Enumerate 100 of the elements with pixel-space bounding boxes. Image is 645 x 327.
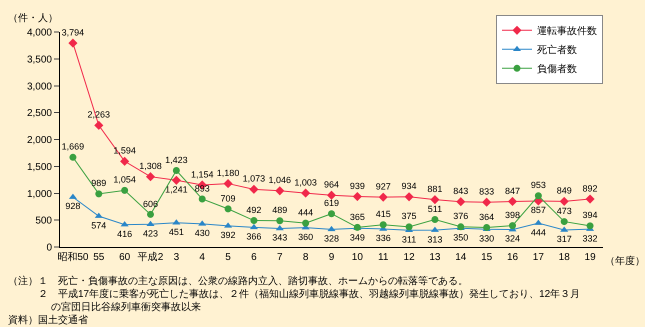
data-label: 847 (504, 186, 520, 196)
point (147, 210, 154, 218)
x-tick-label: 8 (302, 252, 309, 263)
y-axis-title: （件・人） (8, 13, 58, 24)
point (508, 196, 518, 206)
point (198, 196, 206, 202)
point (404, 192, 414, 202)
y-tick-label: 0 (46, 242, 52, 254)
data-label: 473 (556, 206, 572, 216)
point (172, 176, 181, 185)
point (352, 192, 362, 202)
point (68, 38, 78, 48)
point (560, 196, 569, 206)
point (430, 195, 440, 204)
data-label: 892 (582, 183, 598, 194)
data-label: 934 (402, 181, 417, 192)
data-label: 489 (272, 205, 288, 216)
data-label: 989 (91, 178, 106, 188)
point (302, 220, 310, 227)
text: （注）１ 死亡・負傷事故の主な原因は、公衆の線路内立入、踏切事故、ホームからの転落等である。 (8, 275, 468, 287)
data-label: 1,241 (165, 184, 188, 194)
x-tick-label: 14 (455, 252, 467, 263)
x-tick-label: 4 (199, 252, 206, 263)
point (378, 192, 388, 202)
point (431, 216, 438, 224)
data-label: 619 (324, 198, 340, 208)
point (406, 223, 413, 230)
point (146, 172, 156, 182)
point (224, 179, 233, 188)
data-label: 366 (246, 231, 262, 242)
point (560, 218, 568, 226)
data-label: 1,423 (165, 154, 188, 165)
x-tick-label: 5 (225, 252, 232, 263)
data-label: 857 (530, 205, 546, 216)
x-tick-label: 60 (119, 252, 131, 263)
data-label: 364 (479, 212, 494, 222)
data-label: 311 (402, 234, 416, 244)
data-label: 415 (376, 209, 391, 220)
point (276, 217, 284, 224)
data-label: 328 (324, 233, 340, 244)
x-tick-label: 12 (404, 252, 416, 263)
data-label: 423 (142, 228, 158, 238)
data-label: 709 (220, 193, 236, 204)
x-axis-title: （年度） (605, 255, 645, 267)
x-tick-label: 18 (558, 252, 570, 263)
legend-label: 負傷者数 (537, 63, 577, 76)
point (120, 156, 130, 166)
legend-label: 運転事故件数 (537, 25, 597, 38)
data-label: 1,180 (216, 168, 240, 178)
data-label: 893 (194, 183, 210, 194)
data-label: 332 (582, 233, 598, 244)
data-label: 324 (504, 234, 520, 244)
x-tick-label: 15 (481, 252, 493, 263)
x-tick-label: 6 (251, 252, 258, 263)
x-tick-label: 9 (328, 252, 335, 263)
data-label: 1,154 (190, 169, 214, 180)
data-label: 1,046 (268, 175, 292, 186)
data-label: 349 (350, 232, 365, 242)
x-tick-label: 7 (277, 252, 284, 263)
data-label: 1,669 (62, 142, 84, 152)
data-label: 398 (504, 210, 520, 220)
point (560, 226, 568, 232)
x-tick-label: 3 (174, 252, 180, 263)
data-label: 375 (402, 211, 417, 222)
point (250, 224, 258, 230)
point (456, 197, 466, 206)
y-tick-label: 2,000 (26, 135, 52, 146)
data-label: 394 (582, 210, 598, 220)
data-label: 317 (556, 234, 572, 244)
point (328, 210, 335, 218)
point (275, 186, 284, 196)
data-label: 336 (376, 233, 391, 244)
point (482, 198, 492, 207)
y-tick-label: 500 (35, 216, 52, 227)
x-tick-label: 55 (93, 252, 105, 263)
data-label: 574 (91, 220, 106, 230)
data-label: 392 (220, 230, 236, 240)
legend-label: 死亡者数 (537, 44, 577, 56)
text: ２ 平成17年度に乗客が死亡した事故は、２件（福知山線列車脱線事故、羽越線列車脱線事故）発生しており、12年３月の宮団日比谷線列車衝突事故以来 (8, 288, 580, 313)
data-label: 3,794 (62, 27, 84, 38)
data-label: 416 (117, 228, 132, 239)
point (586, 222, 594, 230)
point (95, 190, 102, 198)
x-tick-label: 19 (584, 252, 596, 263)
data-label: 376 (453, 211, 468, 222)
data-label: 927 (376, 182, 391, 192)
data-label: 881 (427, 184, 442, 194)
x-tick-label: 10 (352, 252, 364, 263)
point (326, 190, 336, 200)
y-tick-label: 1,000 (26, 188, 52, 200)
data-label: 444 (530, 227, 546, 238)
point (249, 184, 258, 194)
data-label: 430 (194, 228, 210, 238)
data-label: 350 (453, 232, 468, 242)
data-label: 1,054 (113, 174, 136, 185)
point (172, 219, 180, 225)
data-label: 833 (479, 186, 494, 197)
data-label: 843 (453, 186, 468, 196)
text: 資料）国土交通省 (8, 314, 88, 326)
y-tick-label: 3,500 (26, 54, 52, 66)
